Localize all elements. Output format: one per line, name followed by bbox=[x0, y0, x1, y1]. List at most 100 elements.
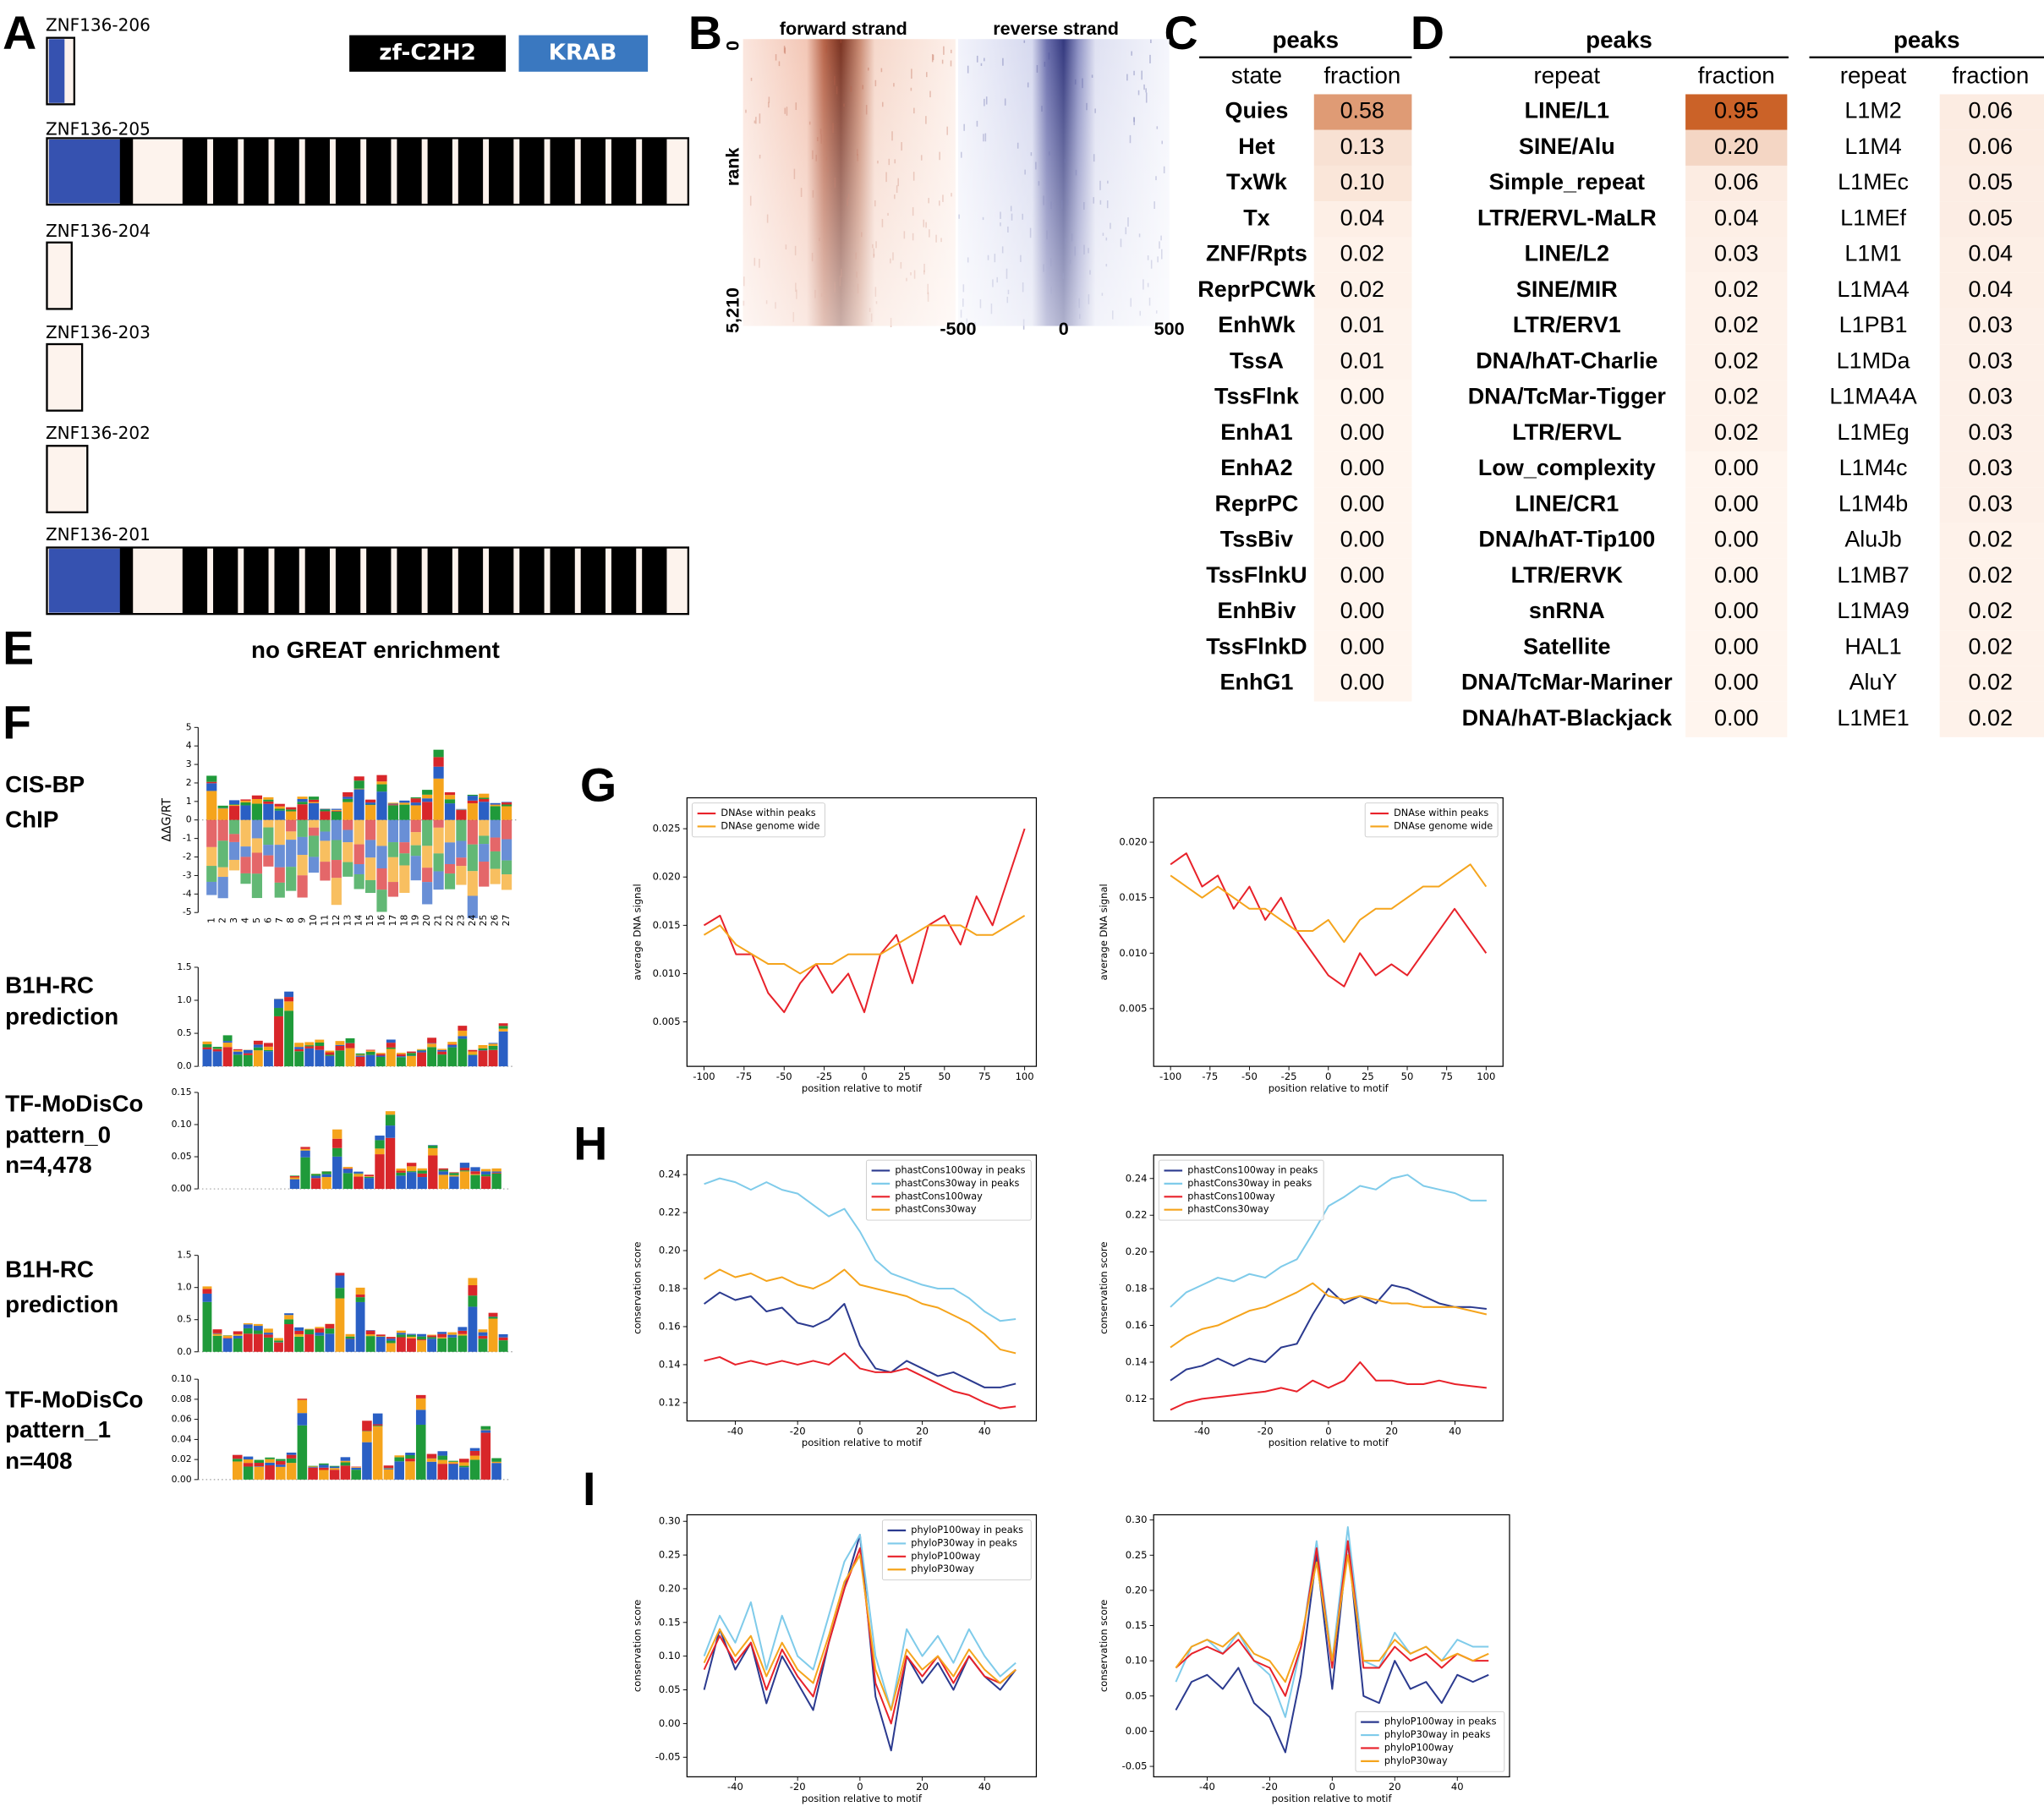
x-tick-label: 40 bbox=[1449, 1425, 1461, 1437]
y-tick-label: 0.30 bbox=[1126, 1514, 1148, 1525]
logo-letter bbox=[376, 846, 387, 868]
legend-label: phyloP100way bbox=[1384, 1742, 1454, 1753]
fraction-cell bbox=[1939, 701, 2044, 737]
logo-letter bbox=[433, 853, 444, 872]
logo-letter bbox=[456, 808, 467, 810]
x-tick-label: -40 bbox=[727, 1425, 743, 1437]
logo-letter bbox=[331, 819, 342, 840]
position-label: 19 bbox=[410, 914, 421, 926]
x-tick-label: -20 bbox=[1262, 1781, 1278, 1793]
logo-letter bbox=[386, 1047, 396, 1049]
logo-letter bbox=[308, 819, 320, 828]
transcript-body bbox=[46, 342, 84, 412]
logo-letter bbox=[501, 874, 512, 890]
fraction-value: 0.02 bbox=[1969, 633, 2013, 659]
transcript-label: ZNF136-206 bbox=[46, 14, 151, 35]
logo-letter bbox=[364, 1174, 375, 1177]
row-label: DNA/TcMar-Tigger bbox=[1468, 384, 1667, 409]
row-label: LTR/ERVL-MaLR bbox=[1477, 205, 1657, 230]
logo-letter bbox=[448, 1461, 458, 1464]
fraction-cell bbox=[1939, 558, 2044, 594]
logo-letter bbox=[490, 804, 501, 807]
fraction-value: 0.00 bbox=[1340, 562, 1384, 588]
x-tick-label: 50 bbox=[1401, 1070, 1414, 1082]
x-tick-label: -40 bbox=[1194, 1425, 1210, 1437]
logo-letter bbox=[478, 1050, 488, 1067]
logo-letter bbox=[297, 797, 308, 799]
logo-letter bbox=[396, 1056, 406, 1058]
logo-letter bbox=[289, 1175, 300, 1177]
logo-letter bbox=[332, 1138, 342, 1148]
logo-letter bbox=[448, 1464, 458, 1480]
fraction-cell bbox=[1313, 94, 1412, 130]
logo-letter bbox=[351, 1467, 361, 1470]
transcript-body bbox=[46, 241, 73, 310]
logo-letter bbox=[335, 1273, 345, 1276]
fraction-value: 0.00 bbox=[1340, 527, 1384, 552]
y-tick-label: 4 bbox=[186, 740, 192, 751]
logo-letter bbox=[286, 809, 297, 812]
logo-letter bbox=[396, 1172, 406, 1176]
y-tick-label: 0.0 bbox=[177, 1060, 191, 1071]
y-tick-label: 0.15 bbox=[172, 1087, 192, 1098]
logo-letter bbox=[345, 1037, 355, 1043]
series-line bbox=[703, 1547, 1017, 1725]
fraction-cell bbox=[1939, 272, 2044, 309]
logo-letter bbox=[459, 1459, 469, 1463]
logo-letter bbox=[396, 1057, 406, 1067]
logo-letter bbox=[479, 819, 490, 836]
logo-letter bbox=[274, 1015, 283, 1067]
y-tick-label: 1.0 bbox=[177, 1282, 191, 1293]
logo-letter bbox=[438, 1169, 449, 1172]
fraction-cell bbox=[1313, 415, 1412, 452]
logo-letter bbox=[243, 1466, 254, 1480]
x-tick-label: 25 bbox=[1362, 1070, 1374, 1082]
logo-letter bbox=[410, 856, 421, 881]
logo-letter bbox=[372, 1413, 383, 1425]
logo-letter bbox=[375, 1334, 386, 1337]
logo-letter bbox=[251, 838, 263, 853]
column-header: repeat bbox=[1840, 62, 1907, 88]
fraction-cell bbox=[1685, 380, 1788, 416]
logo-letter bbox=[243, 1053, 253, 1055]
x-axis-label: position relative to motif bbox=[1269, 1082, 1389, 1094]
logo-letter bbox=[308, 802, 320, 820]
logo-letter bbox=[332, 1156, 342, 1190]
row-label: Tx bbox=[1243, 205, 1269, 230]
y-tick-label: 0.24 bbox=[1126, 1172, 1148, 1184]
logo-letter bbox=[286, 1452, 297, 1455]
legend-label: DNAse genome wide bbox=[721, 820, 819, 831]
y-tick-label: 0.20 bbox=[659, 1245, 681, 1256]
plot-frame bbox=[686, 1514, 1038, 1777]
series-line bbox=[703, 828, 1026, 1014]
logo-letter bbox=[467, 819, 478, 845]
fraction-cell bbox=[1939, 523, 2044, 559]
logo-letter bbox=[308, 827, 320, 836]
logo-letter bbox=[265, 1464, 275, 1480]
logo-letter bbox=[399, 800, 410, 803]
logo-letter bbox=[329, 1466, 340, 1469]
logo-letter bbox=[304, 1046, 315, 1048]
x-tick-label: 20 bbox=[1389, 1781, 1401, 1793]
fraction-cell bbox=[1939, 94, 2044, 130]
fraction-cell bbox=[1313, 665, 1412, 702]
motif-label: pattern_1 bbox=[5, 1416, 111, 1442]
logo-letter bbox=[202, 1041, 212, 1045]
logo-letter bbox=[319, 1463, 329, 1465]
logo-letter bbox=[253, 1333, 263, 1352]
legend-swatch bbox=[349, 35, 507, 72]
logo-letter bbox=[470, 1174, 480, 1190]
logo-letter bbox=[467, 803, 478, 820]
logo-letter bbox=[263, 799, 274, 802]
y-tick-label: 0.15 bbox=[659, 1616, 681, 1628]
logo-letter bbox=[386, 1337, 396, 1339]
logo-letter bbox=[243, 1463, 254, 1467]
logo-letter bbox=[315, 1046, 325, 1050]
logo-letter bbox=[459, 1467, 469, 1480]
logo-letter bbox=[490, 837, 501, 851]
logo-letter bbox=[308, 799, 320, 802]
legend-label: phyloP30way bbox=[911, 1563, 974, 1574]
fraction-cell bbox=[1939, 630, 2044, 666]
column-header: repeat bbox=[1534, 62, 1601, 88]
logo-letter bbox=[386, 1048, 396, 1067]
